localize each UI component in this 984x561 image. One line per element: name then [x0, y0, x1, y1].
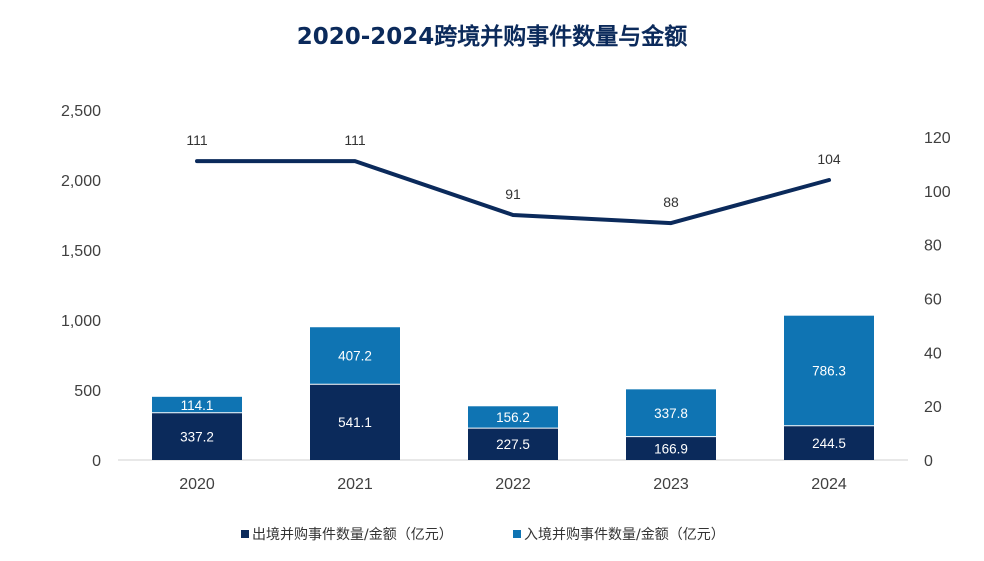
bar-label-outbound-2021: 541.1 [338, 415, 372, 430]
right-axis-tick-label: 100 [924, 184, 951, 201]
legend-swatch-outbound [241, 530, 249, 538]
line-label-2021: 111 [344, 132, 365, 148]
x-axis: 2020 2021 2022 2023 2024 [179, 476, 847, 493]
right-axis-tick-label: 120 [924, 130, 951, 147]
left-axis: 0 500 1,000 1,500 2,000 2,500 [61, 103, 101, 470]
left-axis-tick-label: 0 [92, 453, 101, 470]
left-axis-tick-label: 2,000 [61, 173, 101, 190]
right-axis-tick-label: 0 [924, 453, 933, 470]
x-axis-tick-label: 2021 [337, 476, 373, 493]
right-axis-tick-label: 40 [924, 345, 942, 362]
x-axis-tick-label: 2022 [495, 476, 531, 493]
x-axis-tick-label: 2023 [653, 476, 689, 493]
bar-inbound-2024 [784, 315, 874, 426]
right-axis-tick-label: 20 [924, 399, 942, 416]
line-label-2023: 88 [663, 194, 679, 210]
bar-outbound-2023 [626, 436, 716, 460]
bar-label-outbound-2023: 166.9 [654, 441, 688, 456]
bar-label-inbound-2023: 337.8 [654, 406, 688, 421]
bars: 337.2 114.1 541.1 407.2 227.5 156.2 166.9 337.8… [152, 315, 874, 460]
bar-label-outbound-2020: 337.2 [180, 429, 214, 444]
left-axis-tick-label: 2,500 [61, 103, 101, 120]
bar-inbound-2020 [152, 396, 242, 413]
legend: 出境并购事件数量/金额（亿元） 入境并购事件数量/金额（亿元） [241, 527, 725, 543]
right-axis-tick-label: 80 [924, 238, 942, 255]
bar-label-inbound-2024: 786.3 [812, 364, 846, 379]
bar-label-inbound-2020: 114.1 [181, 398, 214, 413]
legend-swatch-inbound [513, 530, 521, 538]
bar-inbound-2022 [468, 406, 558, 429]
left-axis-tick-label: 1,000 [61, 313, 101, 330]
line-label-2024: 104 [817, 151, 841, 167]
bar-inbound-2021 [310, 327, 400, 385]
x-axis-tick-label: 2020 [179, 476, 215, 493]
x-axis-tick-label: 2024 [811, 476, 847, 493]
bar-outbound-2020 [152, 412, 242, 460]
legend-label-outbound: 出境并购事件数量/金额（亿元） [252, 527, 453, 543]
right-axis: 0 20 40 60 80 100 120 [924, 130, 951, 470]
bar-label-inbound-2021: 407.2 [338, 349, 372, 364]
bar-label-outbound-2022: 227.5 [496, 437, 530, 452]
bar-label-outbound-2024: 244.5 [812, 436, 846, 451]
legend-label-inbound: 入境并购事件数量/金额（亿元） [524, 527, 725, 543]
line-label-2020: 111 [186, 132, 207, 148]
chart-title: 2020-2024跨境并购事件数量与金额 [297, 23, 688, 50]
bar-inbound-2023 [626, 389, 716, 437]
right-axis-tick-label: 60 [924, 291, 942, 308]
bar-label-inbound-2022: 156.2 [496, 410, 530, 425]
bar-outbound-2022 [468, 428, 558, 460]
bar-outbound-2024 [784, 425, 874, 460]
line-label-2022: 91 [505, 186, 521, 202]
line-series: 111 111 91 88 104 [186, 132, 841, 226]
left-axis-tick-label: 500 [74, 383, 101, 400]
left-axis-tick-label: 1,500 [61, 243, 101, 260]
line-event-count [195, 159, 831, 226]
bar-outbound-2021 [310, 384, 400, 460]
